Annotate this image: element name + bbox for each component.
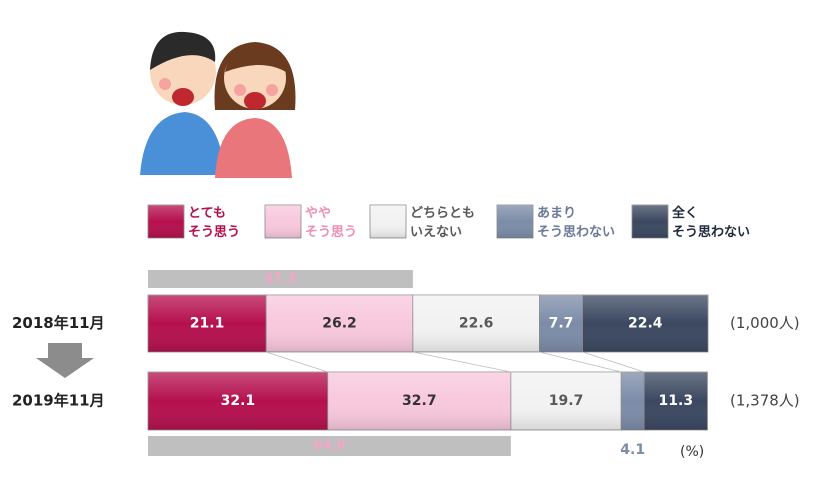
bar-shade xyxy=(148,295,267,352)
total-bar xyxy=(148,270,413,288)
total-label: 64.8 xyxy=(313,439,345,454)
connector-line xyxy=(412,351,511,373)
sample-size: (1,000人) xyxy=(730,314,800,332)
bar-shade xyxy=(148,372,328,430)
legend-swatch-shade xyxy=(148,205,184,238)
bar-shade xyxy=(510,372,622,430)
legend-swatch-shade xyxy=(265,205,301,238)
bar-shade xyxy=(539,295,583,352)
value-label: 19.7 xyxy=(549,393,584,409)
value-label: 32.7 xyxy=(402,393,437,409)
legend-label: ややそう思う xyxy=(305,206,357,240)
legend-swatch-shade xyxy=(497,205,533,238)
value-label: 7.7 xyxy=(549,316,574,332)
legend-swatch-shade xyxy=(632,205,668,238)
category-label: 2019年11月 xyxy=(12,392,105,410)
legend-label: 全くそう思わない xyxy=(672,205,750,240)
bar-shade xyxy=(582,295,708,352)
legend-label: あまりそう思わない xyxy=(537,206,615,240)
connector-line xyxy=(539,351,622,373)
total-label: 47.3 xyxy=(264,272,296,287)
sample-size: (1,378人) xyxy=(730,392,800,410)
total-bar xyxy=(148,436,511,456)
value-label: 11.3 xyxy=(659,393,694,409)
value-label: 32.1 xyxy=(221,393,256,409)
value-label: 22.6 xyxy=(459,316,494,332)
legend-label: とてもそう思う xyxy=(188,206,240,240)
bar-shade xyxy=(644,372,708,430)
connector-line xyxy=(266,351,328,373)
unit-label: (%) xyxy=(680,444,704,460)
connector-line xyxy=(582,351,645,373)
value-label: 4.1 xyxy=(620,442,645,458)
bar-shade xyxy=(327,372,511,430)
value-label: 22.4 xyxy=(628,316,663,332)
legend-swatch-shade xyxy=(370,205,406,238)
value-label: 26.2 xyxy=(322,316,357,332)
arrow xyxy=(36,343,94,378)
bar-shade xyxy=(621,372,645,430)
legend-label: どちらともいえない xyxy=(410,206,475,240)
bar-shade xyxy=(412,295,540,352)
bar-shade xyxy=(266,295,413,352)
category-label: 2018年11月 xyxy=(12,314,105,332)
value-label: 21.1 xyxy=(190,316,225,332)
illustration xyxy=(140,31,296,178)
